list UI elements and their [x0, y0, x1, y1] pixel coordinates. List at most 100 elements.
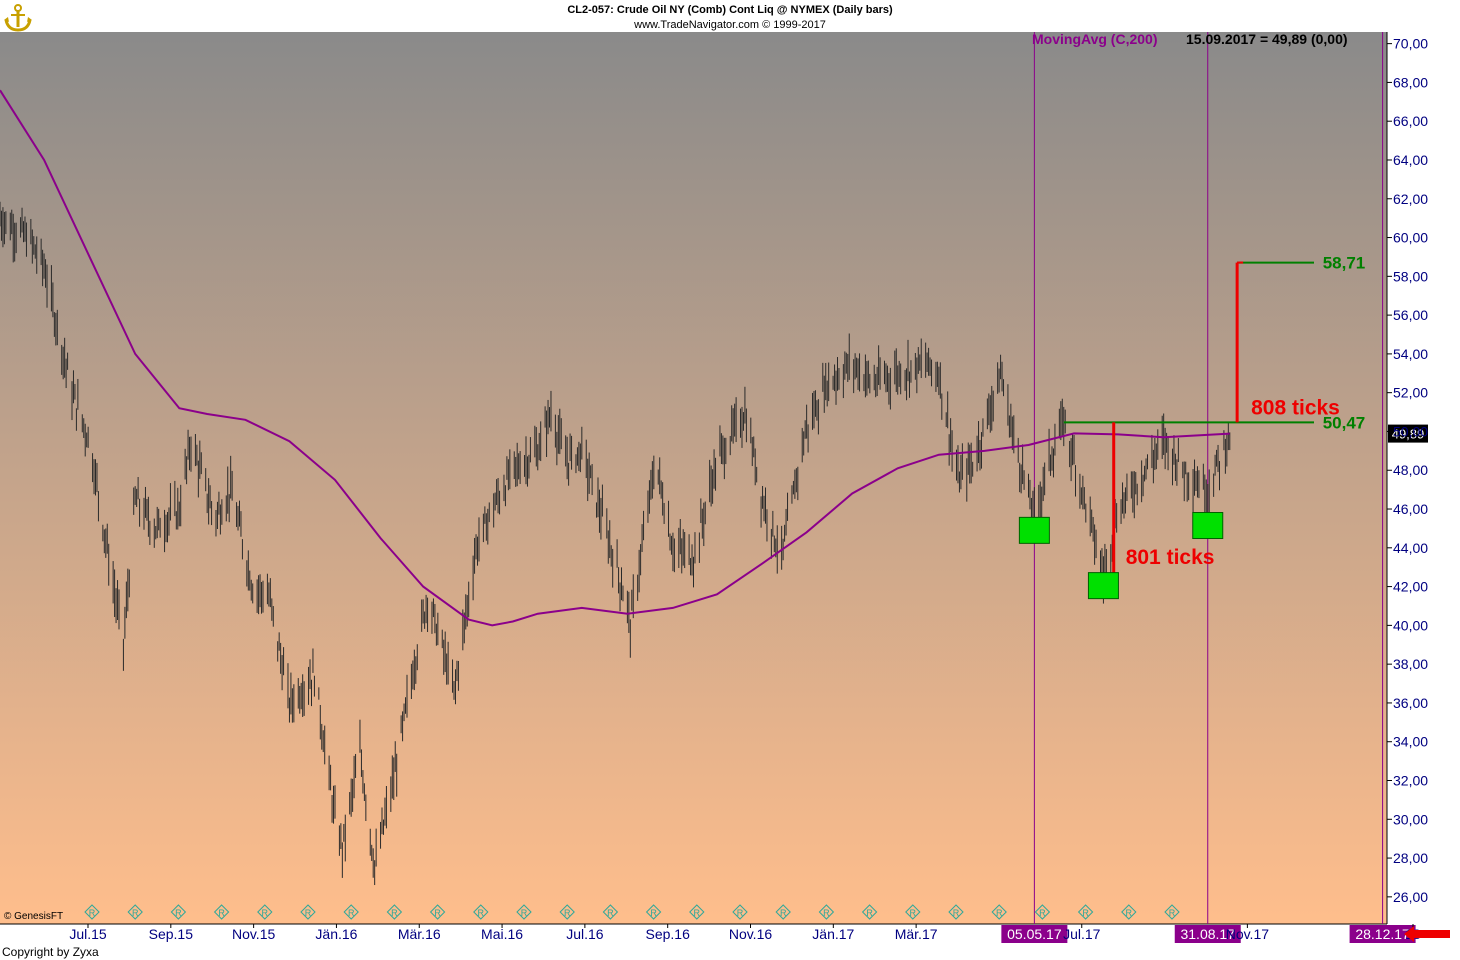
y-tick-label: 34,00	[1393, 734, 1428, 750]
diamond-shape	[991, 904, 1007, 920]
diamond-r-marker-icon: R	[1077, 904, 1094, 920]
diamond-r-marker-icon: R	[1164, 904, 1180, 920]
diamond-r-marker-icon: R	[300, 904, 316, 920]
x-tick-label: Mär.17	[895, 926, 938, 942]
diamond-shape	[127, 904, 143, 920]
diamond-r-marker-icon: R	[257, 904, 273, 920]
y-tick-label: 60,00	[1393, 230, 1428, 246]
y-tick-label: 64,00	[1393, 152, 1428, 168]
diamond-r-marker-icon: R	[602, 904, 619, 920]
diamond-letter: R	[391, 908, 398, 918]
date-tag-label: 28.12.17	[1355, 926, 1410, 942]
diamond-letter: R	[564, 908, 571, 918]
y-axis: 26,00 28,00 30,00 32,00 34,00 36,00 38,00 40,00…	[1387, 36, 1428, 905]
x-tick-label: Jul.16	[566, 926, 604, 942]
level-label: 58,71	[1323, 254, 1366, 273]
diamond-shape	[602, 904, 619, 920]
diamond-letter: R	[650, 908, 657, 918]
last-price-badge	[1388, 424, 1428, 443]
diamond-shape	[645, 904, 662, 920]
y-tick-label: 54,00	[1393, 346, 1428, 362]
diamond-r-marker-icon: R	[905, 904, 921, 920]
diamond-shape	[213, 904, 230, 920]
moving-average-line	[0, 89, 1230, 627]
diamond-shape	[732, 904, 748, 920]
y-tick-label: 56,00	[1393, 307, 1428, 323]
y-tick-label: 48,00	[1393, 462, 1428, 478]
diamond-letter: R	[953, 908, 960, 918]
diamond-letter: R	[996, 908, 1003, 918]
level-lines: 50,47 58,71 49,89	[1063, 254, 1428, 443]
diamond-letter: R	[521, 908, 528, 918]
diamond-r-marker-icon: R	[559, 904, 575, 920]
y-tick-label: 66,00	[1393, 113, 1428, 129]
y-tick-label: 46,00	[1393, 501, 1428, 517]
vertical-lines: 05.05.17 31.08.17 28.12.17	[1001, 32, 1416, 943]
diamond-r-marker-icon: R	[127, 904, 143, 920]
diamond-letter: R	[780, 908, 787, 918]
diamond-letter: R	[607, 908, 614, 918]
diamond-letter: R	[305, 908, 312, 918]
y-tick-label: 58,00	[1393, 268, 1428, 284]
y-tick-label: 36,00	[1393, 695, 1428, 711]
diamond-letter: R	[89, 908, 96, 918]
diamond-shape	[689, 904, 705, 920]
diamond-r-marker-icon: R	[689, 904, 705, 920]
diamond-letter: R	[1039, 908, 1046, 918]
x-tick-label: Sep.16	[646, 926, 691, 942]
x-tick-label: Jän.16	[315, 926, 357, 942]
level-label: 50,47	[1323, 413, 1366, 432]
date-tag-box	[1001, 925, 1068, 943]
diamond-shape	[257, 904, 273, 920]
y-tick-label: 32,00	[1393, 773, 1428, 789]
diamond-r-marker-icon: R	[1034, 904, 1051, 920]
y-tick-label: 44,00	[1393, 540, 1428, 556]
annotation-label: 808 ticks	[1251, 396, 1340, 419]
y-tick-label: 40,00	[1393, 617, 1428, 633]
diamond-shape	[559, 904, 575, 920]
diamond-letter: R	[478, 908, 485, 918]
diamond-letter: R	[262, 908, 269, 918]
diamond-letter: R	[823, 908, 830, 918]
anchor-logo-icon	[4, 4, 32, 32]
date-tag-box	[1174, 925, 1241, 943]
diamond-shape	[473, 904, 489, 920]
diamond-shape	[861, 904, 878, 920]
diamond-r-marker-icon: R	[429, 904, 446, 920]
x-tick-label: Jul.15	[69, 926, 107, 942]
diamond-shape	[1077, 904, 1094, 920]
plot-area	[0, 32, 1387, 924]
diamond-r-marker-icon: R	[818, 904, 835, 920]
diamond-shape	[516, 904, 532, 920]
diamond-letter: R	[694, 908, 701, 918]
diamond-r-marker-icon: R	[170, 904, 187, 920]
support-markers	[1018, 512, 1224, 600]
y-axis-panel	[1387, 32, 1460, 924]
y-tick-label: 30,00	[1393, 811, 1428, 827]
diamond-shape	[1164, 904, 1180, 920]
diamond-shape	[300, 904, 316, 920]
y-tick-label: 70,00	[1393, 36, 1428, 52]
x-tick-label: Nov.17	[1226, 926, 1270, 942]
y-tick-label: 62,00	[1393, 191, 1428, 207]
annotation-label: 801 ticks	[1126, 546, 1215, 569]
diamond-shape	[905, 904, 921, 920]
diamond-r-marker-icon: R	[991, 904, 1007, 920]
diamond-r-marker-icon: R	[516, 904, 532, 920]
x-tick-label: Jän.17	[812, 926, 854, 942]
diamond-letter: R	[1126, 908, 1133, 918]
diamond-shape	[775, 904, 791, 920]
x-tick-label: Nov.16	[729, 926, 773, 942]
diamond-r-marker-icon: R	[775, 904, 791, 920]
ma-legend-readout: 15.09.2017 = 49,89 (0,00)	[1186, 31, 1348, 47]
diamond-r-marker-icon: R	[1121, 904, 1137, 920]
header-bar	[0, 0, 1460, 32]
chart-title: CL2-057: Crude Oil NY (Comb) Cont Liq @ …	[567, 4, 893, 16]
y-tick-label: 68,00	[1393, 74, 1428, 90]
y-tick-label: 50,00	[1393, 423, 1428, 439]
diamond-r-marker-icon: R	[213, 904, 230, 920]
red-left-arrow-icon[interactable]	[1404, 926, 1450, 942]
y-tick-label: 28,00	[1393, 850, 1428, 866]
